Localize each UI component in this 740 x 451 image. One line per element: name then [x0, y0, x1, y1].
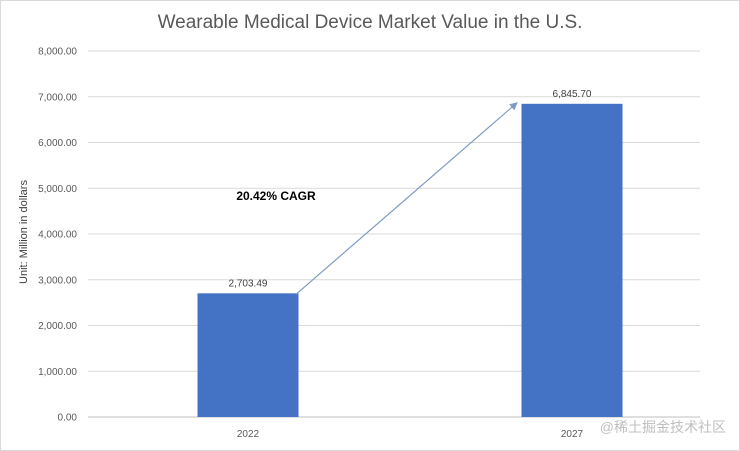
x-tick-label: 2027	[561, 429, 584, 440]
bars	[197, 103, 623, 417]
y-tick-label: 8,000.00	[38, 47, 77, 58]
cagr-annotation: 20.42% CAGR	[236, 189, 316, 203]
y-tick-label: 4,000.00	[38, 230, 77, 241]
y-tick-label: 6,000.00	[38, 138, 77, 149]
watermark: @稀土掘金技术社区	[599, 419, 726, 435]
x-tick-label: 2022	[237, 429, 260, 440]
y-tick-label: 7,000.00	[38, 92, 77, 103]
data-label: 6,845.70	[553, 89, 592, 100]
bar	[521, 103, 623, 417]
data-label: 2,703.49	[229, 278, 268, 289]
y-tick-label: 3,000.00	[38, 275, 77, 286]
y-tick-label: 1,000.00	[38, 367, 77, 378]
y-tick-labels: 0.00 1,000.00 2,000.00 3,000.00 4,000.00 5,00…	[38, 47, 77, 424]
y-tick-label: 2,000.00	[38, 321, 77, 332]
chart-title: Wearable Medical Device Market Value in …	[157, 12, 583, 33]
y-tick-label: 5,000.00	[38, 184, 77, 195]
bar	[197, 293, 299, 417]
data-labels: 2,703.49 6,845.70	[229, 89, 592, 290]
cagr-arrow	[295, 102, 518, 295]
y-tick-label: 0.00	[58, 413, 78, 424]
x-tick-labels: 2022 2027	[237, 429, 584, 440]
